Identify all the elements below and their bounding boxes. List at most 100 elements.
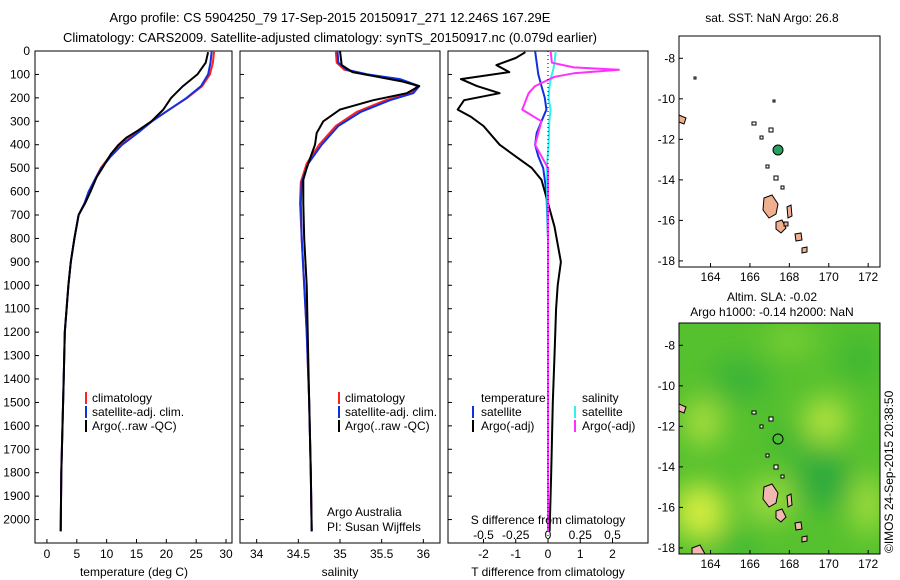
depth-tick-label: 1800: [3, 466, 30, 480]
legend-title-salinity: salinity: [582, 391, 619, 405]
island-pentecost: [786, 493, 793, 508]
salinity-plot-frame: [239, 50, 441, 544]
map-lon-label: 168: [779, 270, 799, 284]
t-diff-tick-label: -2: [478, 547, 489, 561]
island-ne-caledonia: [691, 544, 706, 554]
legend-label-sal-argo: Argo(-adj): [582, 419, 635, 433]
sla-map-islets: [751, 410, 785, 479]
islet: [768, 127, 774, 133]
legend-label-sal-satellite: satellite: [582, 405, 623, 419]
institution-label: Argo Australia: [327, 505, 402, 519]
x-tick-label: 30: [219, 547, 233, 561]
t-diff-tick-label: -1: [510, 547, 521, 561]
argo-float-marker: [772, 144, 784, 156]
depth-tick-label: 400: [10, 138, 30, 152]
sla-map-land: [679, 403, 808, 554]
island-malakula: [775, 508, 787, 523]
islet: [765, 164, 770, 169]
depth-tick-label: 1500: [3, 395, 30, 409]
map-lat-label: -8: [664, 51, 675, 65]
map-lon-label: 170: [819, 270, 839, 284]
argo-float-marker: [772, 433, 784, 445]
islet: [759, 135, 764, 140]
temperature-axis-label: temperature (deg C): [80, 565, 188, 579]
map-lon-label: 166: [740, 270, 760, 284]
island-new-caledonia-tip: [678, 114, 687, 125]
series-group-difference-from-climatology: [456, 51, 620, 532]
depth-tick-label: 1400: [3, 372, 30, 386]
s-difference-axis-label: S difference from climatology: [471, 513, 626, 527]
t-diff-tick-label: 2: [609, 547, 616, 561]
depth-tick-label: 1100: [4, 302, 30, 316]
sla-patch-light: [764, 326, 816, 354]
depth-tick-label: 600: [10, 185, 30, 199]
s-diff-tick-label: 0.5: [604, 528, 621, 542]
sla-map-title-line1: Altim. SLA: -0.02: [727, 290, 817, 304]
islet: [773, 175, 779, 181]
depth-tick-label: 1900: [3, 489, 30, 503]
island-new-caledonia-tip: [679, 403, 687, 414]
series-line-argo-raw-qc-: [59, 51, 210, 532]
sla-patch-dark: [774, 422, 806, 458]
depth-tick-label: 1300: [3, 349, 30, 363]
series-line-salinity-argo-adj-: [521, 51, 620, 532]
island-ambrym: [783, 221, 789, 227]
temperature-legend: climatology satellite-adj. clim. Argo(..…: [85, 391, 184, 433]
map-lat-label: -16: [658, 213, 676, 227]
sla-patch-dark: [710, 531, 760, 554]
map-lat-label: -18: [658, 254, 676, 268]
sla-patch-dark: [795, 450, 851, 510]
islet: [759, 424, 764, 429]
depth-tick-label: 300: [10, 114, 30, 128]
sla-patch-dark: [710, 358, 770, 402]
island-espiritu-santo: [762, 483, 779, 508]
map-lon-label: 164: [701, 270, 721, 284]
island-efate: [794, 521, 803, 531]
figure-title-line2: Climatology: CARS2009. Satellite-adjuste…: [63, 30, 597, 45]
x-tick-label: 5: [73, 547, 80, 561]
x-tick-label: 15: [130, 547, 144, 561]
map-lon-label: 164: [701, 557, 721, 571]
map-lon-label: 172: [858, 270, 878, 284]
sla-patch-dark: [838, 336, 880, 384]
sla-map-ticks: 164 166 168 170 172 -8 -10 -12 -14 -16 -18: [658, 338, 879, 571]
map-lat-label: -10: [658, 379, 676, 393]
depth-tick-label: 0: [23, 44, 30, 58]
legend-label-argo: Argo(..raw -QC): [345, 419, 430, 433]
temperature-plot-frame: [34, 50, 233, 544]
islet: [751, 410, 757, 415]
depth-tick-label: 200: [10, 91, 30, 105]
sst-map-ticks: 164 166 168 170 172 -8 -10 -12 -14 -16 -18: [658, 51, 879, 284]
map-lat-label: -18: [658, 541, 676, 555]
islet: [772, 99, 776, 103]
islet: [768, 416, 774, 422]
sst-map-title: sat. SST: NaN Argo: 26.8: [705, 11, 839, 25]
series-layer: [59, 51, 620, 532]
legend-title-temperature: temperature: [481, 391, 546, 405]
islet: [765, 453, 770, 458]
islet: [780, 474, 785, 479]
series-group-temperature: [59, 51, 216, 532]
island-efate: [794, 232, 803, 242]
sla-patch-yellow: [679, 484, 726, 540]
sla-patch-yellow: [804, 398, 848, 442]
sst-map: 164 166 168 170 172 -8 -10 -12 -14 -16 -18: [658, 35, 881, 284]
imos-stamp: ©IMOS 24-Sep-2015 20:38:50: [882, 390, 896, 553]
depth-tick-label: 2000: [3, 513, 30, 527]
sla-patch-yellow: [685, 398, 721, 446]
islet: [693, 76, 697, 80]
x-tick-label: 35: [333, 547, 347, 561]
salinity-axis-label: salinity: [322, 565, 359, 579]
x-tick-label: 35.5: [370, 547, 394, 561]
island-pentecost: [786, 204, 793, 219]
s-diff-tick-label: -0.25: [502, 528, 530, 542]
map-lat-label: -14: [658, 460, 676, 474]
difference-legend: temperature satellite Argo(-adj) salinit…: [472, 391, 635, 433]
sla-patch-yellow: [852, 475, 880, 535]
x-tick-label: 10: [100, 547, 114, 561]
depth-tick-label: 1000: [3, 278, 30, 292]
sla-map-frame: [678, 322, 881, 555]
legend-label-temp-satellite: satellite: [481, 405, 522, 419]
x-tick-label: 36: [417, 547, 431, 561]
